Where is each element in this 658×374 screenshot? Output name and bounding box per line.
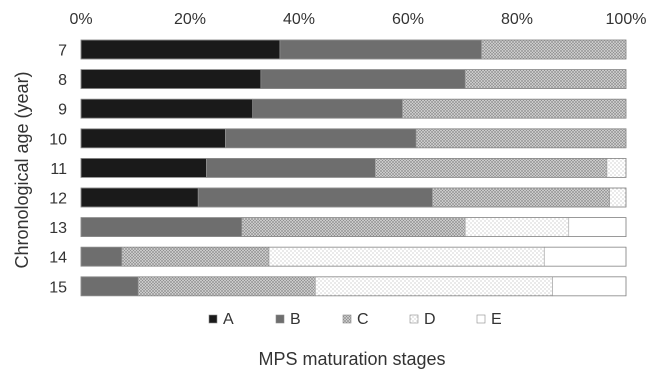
bar-segment-a xyxy=(80,187,199,208)
bar-outline xyxy=(80,157,627,178)
bar-segment-a xyxy=(80,128,226,149)
y-category-label: 11 xyxy=(50,161,67,178)
x-tick-label: 20% xyxy=(174,11,206,28)
y-category-label: 8 xyxy=(58,72,67,89)
legend: A B C D E xyxy=(208,311,502,328)
bar-segment-c xyxy=(241,217,466,237)
bar-segment-e xyxy=(543,246,627,267)
y-category-label: 9 xyxy=(58,102,67,119)
bar-segment-d xyxy=(315,276,553,297)
y-category-label: 13 xyxy=(49,220,67,237)
y-axis-categories: 7 8 9 10 11 12 13 14 15 xyxy=(49,43,67,297)
legend-swatch-d xyxy=(409,314,419,324)
x-axis-title: MPS maturation stages xyxy=(258,349,445,369)
bar-outline xyxy=(80,98,627,119)
bar-segment-c xyxy=(432,187,610,208)
y-axis-title: Chronological age (year) xyxy=(12,71,32,268)
bar-outline xyxy=(80,187,627,208)
y-category-label: 15 xyxy=(49,279,67,296)
x-tick-label: 60% xyxy=(392,11,424,28)
bar-segment-c xyxy=(374,158,608,178)
bar-segment-a xyxy=(80,98,253,119)
bar-segment-c xyxy=(481,39,627,60)
bar-segment-d xyxy=(606,158,627,178)
y-category-label: 7 xyxy=(58,43,67,60)
legend-label-b: B xyxy=(290,311,301,328)
legend-label-d: D xyxy=(424,311,436,328)
bar-segment-d xyxy=(609,187,627,208)
legend-swatch-e xyxy=(476,314,486,324)
bar-segment-c xyxy=(121,246,270,267)
legend-label-c: C xyxy=(357,311,369,328)
x-axis-ticks: 0% 20% 40% 60% 80% 100% xyxy=(69,11,646,28)
bar-segment-b xyxy=(252,98,403,119)
legend-swatch-a xyxy=(208,314,218,324)
x-tick-label: 40% xyxy=(283,11,315,28)
bar-segment-e xyxy=(568,217,627,237)
y-category-label: 14 xyxy=(49,250,67,267)
legend-label-a: A xyxy=(223,311,234,328)
legend-swatch-c xyxy=(342,314,352,324)
bar-outline xyxy=(80,246,627,267)
bar-segment-b xyxy=(197,187,433,208)
y-category-label: 12 xyxy=(49,191,67,208)
bar-segment-b xyxy=(206,158,376,178)
bar-outline xyxy=(80,276,627,297)
bar-segment-e xyxy=(552,276,627,297)
bar-outline xyxy=(80,128,627,149)
bar-outline xyxy=(80,69,627,89)
legend-swatch-b xyxy=(275,314,285,324)
bar-segment-b xyxy=(80,246,123,267)
bars xyxy=(80,39,627,297)
bar-segment-b xyxy=(80,217,243,237)
x-tick-label: 100% xyxy=(606,11,647,28)
bar-segment-c xyxy=(137,276,316,297)
bar-segment-d xyxy=(268,246,545,267)
bar-segment-b xyxy=(225,128,417,149)
bar-segment-b xyxy=(260,69,466,89)
bar-segment-d xyxy=(464,217,570,237)
bar-outline xyxy=(80,217,627,238)
bar-outline xyxy=(80,39,627,60)
legend-label-e: E xyxy=(491,311,502,328)
bar-segment-a xyxy=(80,39,281,60)
x-tick-label: 0% xyxy=(69,11,92,28)
bar-segment-c xyxy=(402,98,627,119)
bar-segment-a xyxy=(80,69,262,89)
x-tick-label: 80% xyxy=(501,11,533,28)
bar-segment-a xyxy=(80,158,207,178)
y-category-label: 10 xyxy=(49,131,67,148)
bar-segment-c xyxy=(464,69,627,89)
bar-segment-c xyxy=(415,128,627,149)
bar-segment-b xyxy=(279,39,482,60)
bar-segment-b xyxy=(80,276,139,297)
